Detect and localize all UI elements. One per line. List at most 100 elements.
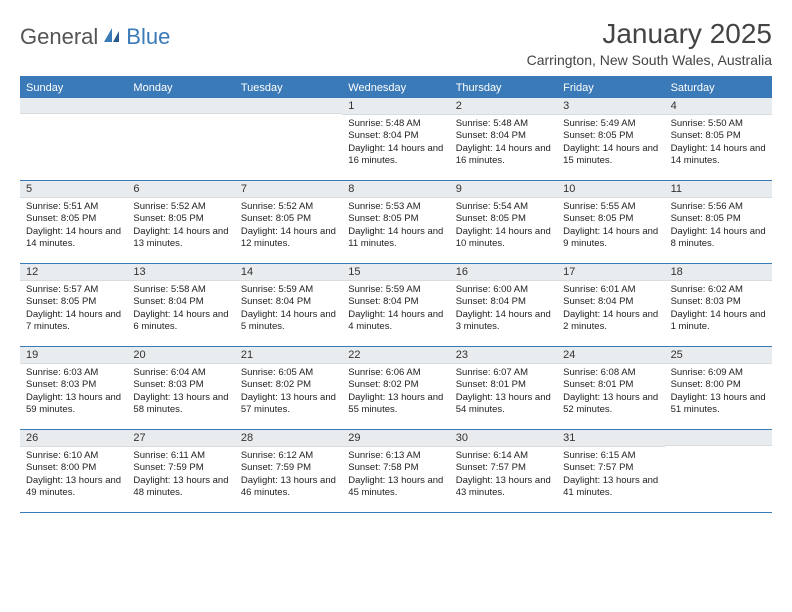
- day-body: Sunrise: 6:14 AMSunset: 7:57 PMDaylight:…: [450, 447, 557, 502]
- sunrise-line: Sunrise: 5:51 AM: [26, 201, 121, 213]
- day-body: Sunrise: 5:55 AMSunset: 8:05 PMDaylight:…: [557, 198, 664, 253]
- day-body: Sunrise: 5:58 AMSunset: 8:04 PMDaylight:…: [127, 281, 234, 336]
- day-number: 31: [557, 430, 664, 447]
- sunset-line: Sunset: 8:04 PM: [133, 296, 228, 308]
- day-body: Sunrise: 6:06 AMSunset: 8:02 PMDaylight:…: [342, 364, 449, 419]
- day-number: [235, 98, 342, 114]
- day-body: Sunrise: 5:57 AMSunset: 8:05 PMDaylight:…: [20, 281, 127, 336]
- sunrise-line: Sunrise: 5:58 AM: [133, 284, 228, 296]
- day-body: Sunrise: 6:10 AMSunset: 8:00 PMDaylight:…: [20, 447, 127, 502]
- week-row: 5Sunrise: 5:51 AMSunset: 8:05 PMDaylight…: [20, 181, 772, 264]
- sunset-line: Sunset: 8:05 PM: [563, 213, 658, 225]
- day-cell: 16Sunrise: 6:00 AMSunset: 8:04 PMDayligh…: [450, 264, 557, 346]
- calendar-grid: SundayMondayTuesdayWednesdayThursdayFrid…: [20, 76, 772, 513]
- day-cell: 10Sunrise: 5:55 AMSunset: 8:05 PMDayligh…: [557, 181, 664, 263]
- sunset-line: Sunset: 8:02 PM: [348, 379, 443, 391]
- day-number: 24: [557, 347, 664, 364]
- weeks-container: 1Sunrise: 5:48 AMSunset: 8:04 PMDaylight…: [20, 98, 772, 513]
- day-cell: 17Sunrise: 6:01 AMSunset: 8:04 PMDayligh…: [557, 264, 664, 346]
- day-cell: 14Sunrise: 5:59 AMSunset: 8:04 PMDayligh…: [235, 264, 342, 346]
- sunset-line: Sunset: 8:03 PM: [133, 379, 228, 391]
- day-cell: [665, 430, 772, 512]
- sunrise-line: Sunrise: 6:02 AM: [671, 284, 766, 296]
- day-cell: 30Sunrise: 6:14 AMSunset: 7:57 PMDayligh…: [450, 430, 557, 512]
- location-text: Carrington, New South Wales, Australia: [527, 52, 772, 68]
- weekday-header: Saturday: [665, 78, 772, 98]
- sunset-line: Sunset: 8:05 PM: [133, 213, 228, 225]
- day-number: 11: [665, 181, 772, 198]
- day-cell: 12Sunrise: 5:57 AMSunset: 8:05 PMDayligh…: [20, 264, 127, 346]
- day-number: 14: [235, 264, 342, 281]
- day-body: Sunrise: 5:52 AMSunset: 8:05 PMDaylight:…: [127, 198, 234, 253]
- day-body: Sunrise: 5:56 AMSunset: 8:05 PMDaylight:…: [665, 198, 772, 253]
- weekday-header: Tuesday: [235, 78, 342, 98]
- day-body: Sunrise: 6:09 AMSunset: 8:00 PMDaylight:…: [665, 364, 772, 419]
- day-number: 1: [342, 98, 449, 115]
- day-number: 30: [450, 430, 557, 447]
- daylight-line: Daylight: 13 hours and 52 minutes.: [563, 392, 658, 417]
- day-number: 26: [20, 430, 127, 447]
- day-number: 4: [665, 98, 772, 115]
- week-row: 12Sunrise: 5:57 AMSunset: 8:05 PMDayligh…: [20, 264, 772, 347]
- day-body: Sunrise: 6:05 AMSunset: 8:02 PMDaylight:…: [235, 364, 342, 419]
- day-cell: 6Sunrise: 5:52 AMSunset: 8:05 PMDaylight…: [127, 181, 234, 263]
- daylight-line: Daylight: 14 hours and 5 minutes.: [241, 309, 336, 334]
- day-number: 10: [557, 181, 664, 198]
- day-cell: 24Sunrise: 6:08 AMSunset: 8:01 PMDayligh…: [557, 347, 664, 429]
- sunrise-line: Sunrise: 5:59 AM: [348, 284, 443, 296]
- day-number: 17: [557, 264, 664, 281]
- sunset-line: Sunset: 7:57 PM: [563, 462, 658, 474]
- day-number: 13: [127, 264, 234, 281]
- sunset-line: Sunset: 8:05 PM: [26, 213, 121, 225]
- daylight-line: Daylight: 14 hours and 16 minutes.: [348, 143, 443, 168]
- day-cell: 27Sunrise: 6:11 AMSunset: 7:59 PMDayligh…: [127, 430, 234, 512]
- day-number: 18: [665, 264, 772, 281]
- day-number: 16: [450, 264, 557, 281]
- day-number: 12: [20, 264, 127, 281]
- day-cell: 5Sunrise: 5:51 AMSunset: 8:05 PMDaylight…: [20, 181, 127, 263]
- daylight-line: Daylight: 14 hours and 14 minutes.: [26, 226, 121, 251]
- day-body: Sunrise: 5:49 AMSunset: 8:05 PMDaylight:…: [557, 115, 664, 170]
- sunset-line: Sunset: 8:05 PM: [456, 213, 551, 225]
- daylight-line: Daylight: 14 hours and 3 minutes.: [456, 309, 551, 334]
- sunrise-line: Sunrise: 6:15 AM: [563, 450, 658, 462]
- sunrise-line: Sunrise: 6:11 AM: [133, 450, 228, 462]
- sunrise-line: Sunrise: 5:53 AM: [348, 201, 443, 213]
- sunrise-line: Sunrise: 5:54 AM: [456, 201, 551, 213]
- month-title: January 2025: [527, 18, 772, 50]
- day-number: 28: [235, 430, 342, 447]
- day-body: Sunrise: 5:59 AMSunset: 8:04 PMDaylight:…: [235, 281, 342, 336]
- day-body: Sunrise: 5:48 AMSunset: 8:04 PMDaylight:…: [342, 115, 449, 170]
- daylight-line: Daylight: 14 hours and 7 minutes.: [26, 309, 121, 334]
- day-body: Sunrise: 6:15 AMSunset: 7:57 PMDaylight:…: [557, 447, 664, 502]
- title-block: January 2025 Carrington, New South Wales…: [527, 18, 772, 68]
- sunset-line: Sunset: 8:04 PM: [563, 296, 658, 308]
- day-body: Sunrise: 6:08 AMSunset: 8:01 PMDaylight:…: [557, 364, 664, 419]
- day-body: Sunrise: 6:12 AMSunset: 7:59 PMDaylight:…: [235, 447, 342, 502]
- day-body: Sunrise: 6:04 AMSunset: 8:03 PMDaylight:…: [127, 364, 234, 419]
- day-number: 5: [20, 181, 127, 198]
- day-number: [20, 98, 127, 114]
- day-cell: 22Sunrise: 6:06 AMSunset: 8:02 PMDayligh…: [342, 347, 449, 429]
- sunrise-line: Sunrise: 6:06 AM: [348, 367, 443, 379]
- day-number: 23: [450, 347, 557, 364]
- day-cell: 13Sunrise: 5:58 AMSunset: 8:04 PMDayligh…: [127, 264, 234, 346]
- daylight-line: Daylight: 14 hours and 10 minutes.: [456, 226, 551, 251]
- day-cell: 18 Sunrise: 6:02 AMSunset: 8:03 PMDayligh…: [665, 264, 772, 346]
- day-body: Sunrise: 6:00 AMSunset: 8:04 PMDaylight:…: [450, 281, 557, 336]
- day-body: Sunrise: 5:51 AMSunset: 8:05 PMDaylight:…: [20, 198, 127, 253]
- sunrise-line: Sunrise: 6:03 AM: [26, 367, 121, 379]
- day-number: 27: [127, 430, 234, 447]
- daylight-line: Daylight: 14 hours and 1 minute.: [671, 309, 766, 334]
- day-cell: 28Sunrise: 6:12 AMSunset: 7:59 PMDayligh…: [235, 430, 342, 512]
- sunset-line: Sunset: 8:02 PM: [241, 379, 336, 391]
- sunrise-line: Sunrise: 5:49 AM: [563, 118, 658, 130]
- daylight-line: Daylight: 13 hours and 41 minutes.: [563, 475, 658, 500]
- daylight-line: Daylight: 13 hours and 46 minutes.: [241, 475, 336, 500]
- day-number: 9: [450, 181, 557, 198]
- sunset-line: Sunset: 8:03 PM: [671, 296, 766, 308]
- sunset-line: Sunset: 8:04 PM: [348, 296, 443, 308]
- daylight-line: Daylight: 14 hours and 9 minutes.: [563, 226, 658, 251]
- day-cell: [235, 98, 342, 180]
- day-number: 29: [342, 430, 449, 447]
